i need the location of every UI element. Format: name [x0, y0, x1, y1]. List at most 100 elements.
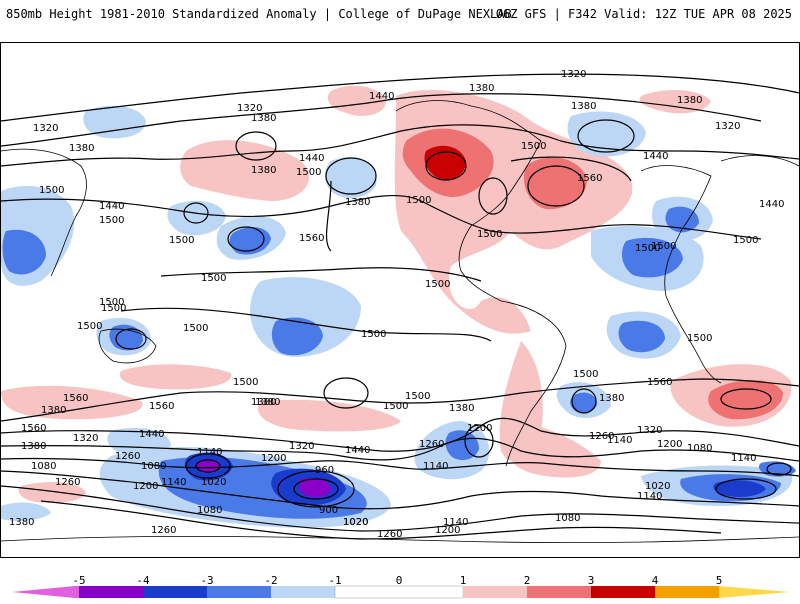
- colorbar-tick: -1: [328, 574, 342, 587]
- contour-label: 1500: [651, 241, 676, 252]
- anomaly-neg-io-n-core: [618, 320, 665, 353]
- contour-label: 1500: [687, 333, 712, 344]
- contour-label: 1380: [251, 113, 276, 124]
- contour-label: 1500: [99, 297, 124, 308]
- contour-label: 1380: [251, 397, 276, 408]
- contour-label: 1200: [657, 439, 682, 450]
- contour-low-pac: [227, 226, 265, 252]
- anomaly-neg-cpac-core: [271, 317, 323, 356]
- contour-low-io-w: [115, 328, 147, 350]
- contour-1380-n: [1, 93, 762, 147]
- contour-1500-s: [1, 378, 799, 422]
- contour-label: 1140: [731, 453, 756, 464]
- anomaly-neg-atl-core: [570, 392, 597, 414]
- contour-low-far: [766, 462, 792, 476]
- contour-label: 1200: [435, 525, 460, 536]
- contour-low-so1b: [195, 459, 221, 473]
- contour-label: 1320: [237, 103, 262, 114]
- anomaly-neg-so-core2b: [298, 477, 331, 498]
- colorbar-arrow-left: [12, 586, 75, 598]
- contour-label: 1500: [39, 185, 64, 196]
- contour-low-atl-ne: [527, 165, 585, 207]
- colorbar: [0, 574, 800, 600]
- contour-label: 1260: [377, 529, 402, 540]
- coast-antarctica: [1, 535, 799, 544]
- anomaly-neg-eur-core: [665, 206, 699, 233]
- contour-label: 1380: [255, 397, 280, 408]
- contour-1500-trop: [120, 267, 492, 342]
- contour-low-us: [478, 177, 508, 215]
- contour-label: 1500: [169, 235, 194, 246]
- anomaly-neg-so-w2: [1, 502, 51, 521]
- anomaly-neg-asia-core: [2, 229, 46, 275]
- contour-label: 1500: [425, 279, 450, 290]
- contour-label: 1080: [687, 443, 712, 454]
- contour-low-so2: [277, 470, 355, 508]
- contour-1260-s: [1, 470, 799, 510]
- contour-1200-s: [1, 485, 799, 532]
- colorbar-tick: -5: [72, 574, 86, 587]
- contour-label: 1560: [647, 377, 672, 388]
- contour-label: 1440: [345, 445, 370, 456]
- colorbar-tick: -4: [136, 574, 150, 587]
- anomaly-pos-so-c: [257, 399, 401, 432]
- contour-label: 1560: [63, 393, 88, 404]
- anomaly-neg-nw-pac: [83, 105, 146, 139]
- colorbar-tick: 3: [587, 574, 595, 587]
- coast-north-america: [395, 100, 542, 302]
- colorbar-tick: -3: [200, 574, 214, 587]
- contour-label: 1020: [343, 517, 368, 528]
- contour-label: 1020: [343, 517, 368, 528]
- colorbar-seg-neg2: [207, 586, 271, 598]
- contour-label: 1200: [261, 453, 286, 464]
- contour-label: 1020: [645, 481, 670, 492]
- anomaly-neg-pac2-core: [229, 227, 271, 255]
- contour-low-nw2: [325, 157, 377, 195]
- coast-europe-africa: [640, 165, 722, 384]
- contour-label: 1440: [139, 429, 164, 440]
- contour-labels: 1320 1380 1440 1320 1380 1380 1320 1380 …: [9, 69, 784, 540]
- colorbar-tick: -2: [264, 574, 278, 587]
- contour-label: 1500: [101, 303, 126, 314]
- contour-low-satl: [571, 388, 597, 414]
- colorbar-tick: 1: [459, 574, 467, 587]
- colorbar-seg-neg3: [143, 586, 207, 598]
- contour-label: 1560: [149, 401, 174, 412]
- contour-low-cpac: [323, 377, 369, 409]
- map-svg: 1320 1380 1440 1320 1380 1380 1320 1380 …: [1, 69, 799, 544]
- contour-label: 1500: [733, 235, 758, 246]
- anomaly-neg-pac1: [167, 200, 226, 236]
- contour-label: 1140: [423, 461, 448, 472]
- colorbar-tick: 4: [651, 574, 659, 587]
- colorbar-seg-neg4: [79, 586, 143, 598]
- contour-label: 1500: [477, 229, 502, 240]
- contour-label: 1500: [521, 141, 546, 152]
- colorbar-svg: [12, 585, 790, 599]
- anomaly-shading: [1, 85, 796, 528]
- colorbar-tick: 5: [715, 574, 723, 587]
- colorbar-arrow-right: [719, 586, 790, 598]
- colorbar-tick: 2: [523, 574, 531, 587]
- contour-label: 1560: [21, 423, 46, 434]
- contour-label: 1380: [251, 165, 276, 176]
- anomaly-pos-so-w: [1, 385, 143, 420]
- contour-low-so2b: [293, 478, 339, 500]
- contour-label: 1500: [405, 391, 430, 402]
- contour-label: 1560: [299, 233, 324, 244]
- contour-label: 1380: [345, 197, 370, 208]
- contour-label: 1380: [677, 95, 702, 106]
- contour-label: 1320: [561, 69, 586, 80]
- map-title: 850mb Height 1981-2010 Standardized Anom…: [6, 7, 512, 21]
- anomaly-pos-pac-s: [120, 364, 232, 390]
- colorbar-tick: 0: [395, 574, 403, 587]
- contour-label: 1080: [141, 461, 166, 472]
- contour-low-so1: [185, 453, 231, 479]
- contour-low-io: [720, 388, 772, 410]
- contour-label: 1500: [99, 215, 124, 226]
- contour-label: 1260: [151, 525, 176, 536]
- contour-label: 1200: [467, 423, 492, 434]
- contour-label: 1140: [607, 435, 632, 446]
- colorbar-seg-zero: [334, 585, 464, 599]
- anomaly-pos-pac-nw: [180, 140, 310, 201]
- contour-label: 1440: [369, 91, 394, 102]
